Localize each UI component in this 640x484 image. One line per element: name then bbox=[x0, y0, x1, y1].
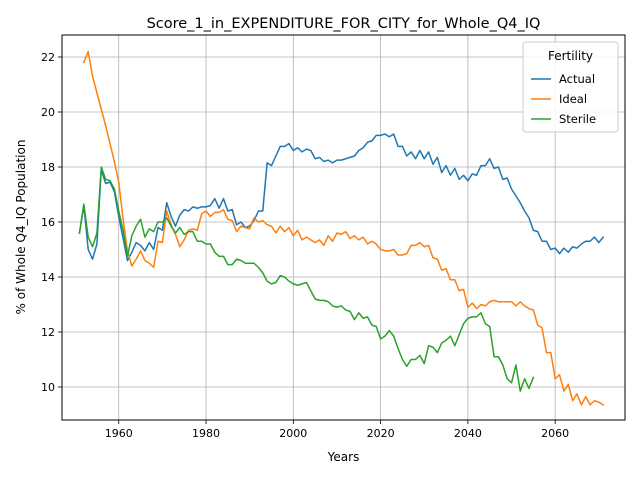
legend-label-actual: Actual bbox=[559, 72, 595, 86]
y-tick-label: 20 bbox=[41, 106, 55, 119]
y-tick-label: 18 bbox=[41, 161, 55, 174]
legend-label-ideal: Ideal bbox=[559, 92, 587, 106]
series-line-sterile bbox=[78, 166, 535, 392]
plot-frame bbox=[61, 34, 626, 421]
y-tick-label: 14 bbox=[41, 271, 55, 284]
y-tick-label: 10 bbox=[41, 381, 55, 394]
series-line-ideal bbox=[82, 50, 605, 406]
x-tick-label: 2040 bbox=[454, 427, 482, 440]
y-tick-label: 16 bbox=[41, 216, 55, 229]
axes: 1960 1980 2000 2020 2040 2060 10 12 14 16 18 20 22 bbox=[41, 51, 569, 440]
x-tick-label: 2000 bbox=[279, 427, 307, 440]
y-axis-label: % of Whole Q4_IQ Population bbox=[14, 140, 28, 315]
legend-label-sterile: Sterile bbox=[559, 112, 596, 126]
x-tick-label: 2060 bbox=[541, 427, 569, 440]
series-line-actual bbox=[78, 133, 605, 262]
y-tick-label: 12 bbox=[41, 326, 55, 339]
legend-title: Fertility bbox=[548, 49, 593, 63]
chart-title: Score_1_in_EXPENDITURE_FOR_CITY_for_Whol… bbox=[147, 16, 541, 32]
x-tick-label: 1980 bbox=[192, 427, 220, 440]
y-tick-label: 22 bbox=[41, 51, 55, 64]
legend-items: Actual Ideal Sterile bbox=[531, 72, 596, 126]
series-lines bbox=[78, 50, 605, 406]
legend: Fertility Actual Ideal Sterile bbox=[522, 41, 619, 133]
x-tick-label: 2020 bbox=[367, 427, 395, 440]
legend-box bbox=[522, 41, 619, 133]
x-axis-label: Years bbox=[327, 450, 360, 464]
x-tick-label: 1960 bbox=[105, 427, 133, 440]
